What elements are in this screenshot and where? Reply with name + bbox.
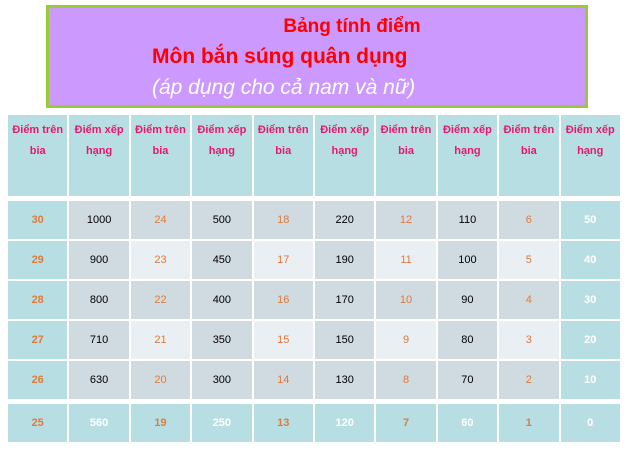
target-score-cell: 26 [8,361,70,401]
title-line-2: Môn bắn súng quân dụng [152,45,408,68]
target-score-cell: 12 [376,201,438,241]
title-line-1: Bảng tính điểm [283,16,421,37]
rank-score-cell: 50 [560,201,622,241]
rank-score-cell: 560 [69,404,131,444]
title-line-3: (áp dụng cho cả nam và nữ) [152,76,416,99]
target-score-cell: 23 [130,241,193,281]
rank-score-cell: 110 [437,201,500,241]
target-score-cell: 21 [130,321,193,361]
rank-score-cell: 130 [314,361,377,401]
rank-score-cell: 250 [192,404,254,444]
header-target-score: Điểm trên bia [376,115,438,198]
table-row: 28 800 22 400 16 170 10 90 4 30 [8,281,622,321]
rank-score-cell: 630 [69,361,131,401]
rank-score-cell: 100 [437,241,500,281]
rank-score-cell: 120 [314,404,377,444]
target-score-cell: 30 [8,201,70,241]
table-row: 26 630 20 300 14 130 8 70 2 10 [8,361,622,401]
table-row: 30 1000 24 500 18 220 12 110 6 50 [8,201,622,241]
rank-score-cell: 710 [69,321,131,361]
rank-score-cell: 190 [314,241,377,281]
header-row: Điểm trên bia Điểm xếp hạng Điểm trên bia Đ… [8,115,622,201]
rank-score-cell: 70 [437,361,500,401]
title-box: Bảng tính điểm Môn bắn súng quân dụng (á… [46,5,588,108]
rank-score-cell: 400 [192,281,254,321]
target-score-cell: 13 [253,404,315,444]
header-rank-score: Điểm xếp hạng [314,115,377,198]
rank-score-cell: 10 [560,361,622,401]
rank-score-cell: 0 [560,404,622,444]
target-score-cell: 8 [376,361,438,401]
rank-score-cell: 20 [560,321,622,361]
target-score-cell: 2 [499,361,561,401]
target-score-cell: 9 [376,321,438,361]
header-rank-score: Điểm xếp hạng [69,115,131,198]
header-target-score: Điểm trên bia [499,115,561,198]
target-score-cell: 10 [376,281,438,321]
rank-score-cell: 450 [192,241,254,281]
target-score-cell: 3 [499,321,561,361]
table-row: 27 710 21 350 15 150 9 80 3 20 [8,321,622,361]
target-score-cell: 15 [253,321,315,361]
target-score-cell: 19 [130,404,193,444]
target-score-cell: 6 [499,201,561,241]
score-table: Điểm trên bia Điểm xếp hạng Điểm trên bia Đ… [8,115,622,444]
rank-score-cell: 40 [560,241,622,281]
rank-score-cell: 170 [314,281,377,321]
rank-score-cell: 30 [560,281,622,321]
target-score-cell: 14 [253,361,315,401]
target-score-cell: 29 [8,241,70,281]
rank-score-cell: 350 [192,321,254,361]
target-score-cell: 28 [8,281,70,321]
target-score-cell: 24 [130,201,193,241]
header-rank-score: Điểm xếp hạng [560,115,622,198]
target-score-cell: 22 [130,281,193,321]
table-row: 25 560 19 250 13 120 7 60 1 0 [8,404,622,444]
target-score-cell: 1 [499,404,561,444]
header-target-score: Điểm trên bia [253,115,315,198]
rank-score-cell: 90 [437,281,500,321]
rank-score-cell: 80 [437,321,500,361]
rank-score-cell: 150 [314,321,377,361]
rank-score-cell: 1000 [69,201,131,241]
target-score-cell: 7 [376,404,438,444]
target-score-cell: 20 [130,361,193,401]
header-target-score: Điểm trên bia [8,115,70,198]
header-rank-score: Điểm xếp hạng [437,115,500,198]
target-score-cell: 4 [499,281,561,321]
rank-score-cell: 900 [69,241,131,281]
target-score-cell: 25 [8,404,70,444]
rank-score-cell: 800 [69,281,131,321]
target-score-cell: 11 [376,241,438,281]
target-score-cell: 5 [499,241,561,281]
rank-score-cell: 300 [192,361,254,401]
target-score-cell: 16 [253,281,315,321]
table-row: 29 900 23 450 17 190 11 100 5 40 [8,241,622,281]
rank-score-cell: 220 [314,201,377,241]
rank-score-cell: 60 [437,404,500,444]
target-score-cell: 17 [253,241,315,281]
target-score-cell: 18 [253,201,315,241]
rank-score-cell: 500 [192,201,254,241]
header-rank-score: Điểm xếp hạng [192,115,254,198]
target-score-cell: 27 [8,321,70,361]
header-target-score: Điểm trên bia [130,115,193,198]
